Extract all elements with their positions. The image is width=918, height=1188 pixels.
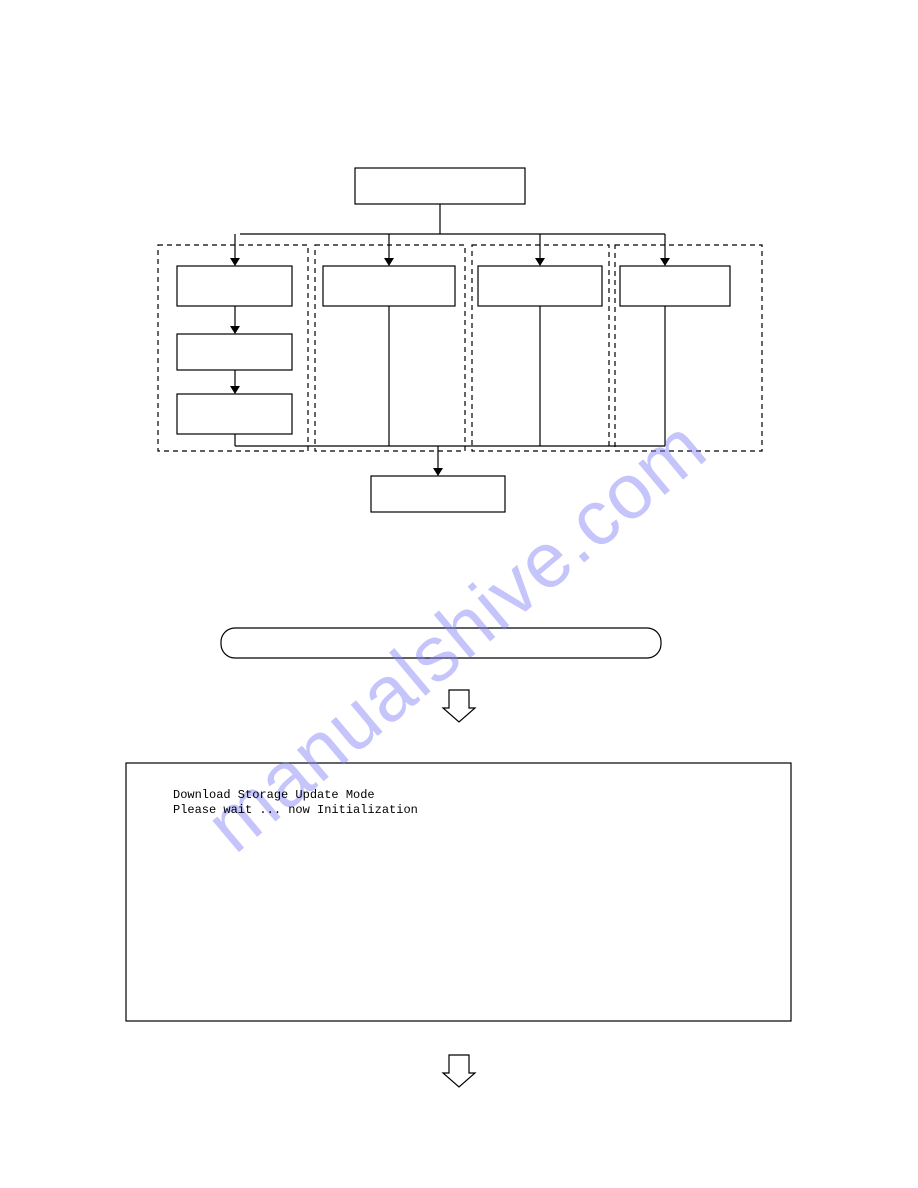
screen-line-2: Please wait ... now Initialization [173, 803, 418, 817]
diagram-svg [0, 0, 918, 1188]
screen-line-1: Download Storage Update Mode [173, 788, 375, 802]
page-canvas: manualshive.com Download Storage Update … [0, 0, 918, 1188]
